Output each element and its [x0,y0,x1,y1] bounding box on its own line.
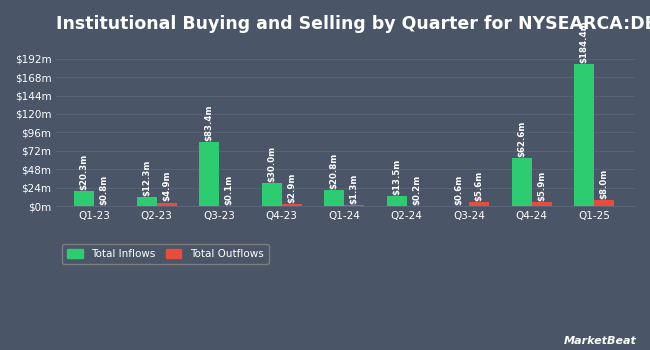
Bar [532,202,552,206]
Text: $5.9m: $5.9m [538,170,546,201]
Text: $4.9m: $4.9m [162,171,171,201]
Bar [512,158,532,206]
Text: $0.1m: $0.1m [225,175,233,205]
Text: $1.3m: $1.3m [350,174,359,204]
Text: $184.4m: $184.4m [580,21,589,63]
Bar [281,204,302,206]
Bar [387,196,407,206]
Text: $12.3m: $12.3m [142,159,151,196]
Text: $5.6m: $5.6m [474,170,484,201]
Text: $83.4m: $83.4m [205,105,214,141]
Bar [74,191,94,206]
Bar [157,203,177,206]
Bar [261,183,281,206]
Legend: Total Inflows, Total Outflows: Total Inflows, Total Outflows [62,244,268,264]
Text: MarketBeat: MarketBeat [564,336,637,346]
Text: $0.2m: $0.2m [412,175,421,205]
Text: $20.8m: $20.8m [330,153,339,189]
Text: $8.0m: $8.0m [600,169,609,199]
Text: $0.8m: $0.8m [99,174,109,204]
Bar [344,205,364,206]
Bar [469,202,489,206]
Text: $62.6m: $62.6m [517,121,526,157]
Bar [324,190,345,206]
Bar [136,197,157,206]
Bar [594,200,614,206]
Text: Institutional Buying and Selling by Quarter for NYSEARCA:DBEF: Institutional Buying and Selling by Quar… [57,15,650,33]
Bar [199,142,219,206]
Text: $13.5m: $13.5m [392,159,401,195]
Bar [575,64,594,206]
Text: $20.3m: $20.3m [79,153,88,190]
Text: $0.6m: $0.6m [455,174,463,205]
Text: $30.0m: $30.0m [267,146,276,182]
Text: $2.9m: $2.9m [287,173,296,203]
